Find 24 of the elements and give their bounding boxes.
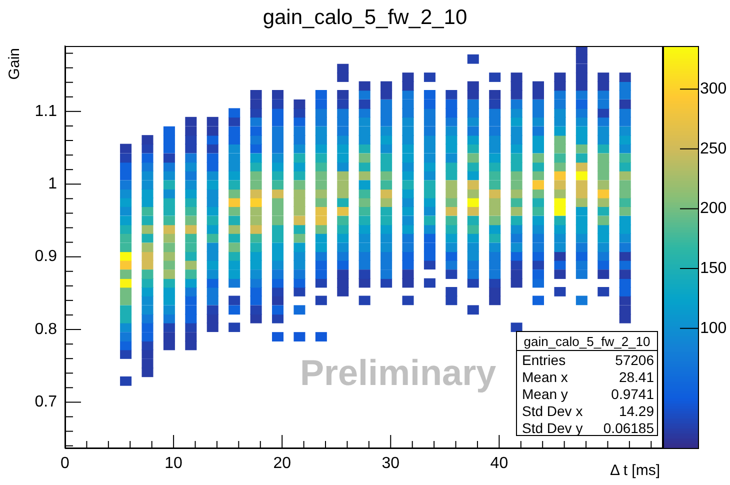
x-tick-label: 20 (273, 455, 292, 472)
chart-title: gain_calo_5_fw_2_10 (262, 6, 468, 30)
color-bar-label: 100 (700, 320, 727, 337)
y-tick-label: 0.8 (34, 320, 58, 338)
color-bar-label: 300 (700, 80, 727, 98)
text: Entries 57206 (522, 352, 654, 368)
color-bar-label: 150 (700, 260, 727, 277)
annotation: gain_calo_5_fw_2_10 (517, 332, 657, 351)
x-tick-label: 30 (382, 455, 400, 472)
color-bar-label: 250 (700, 140, 727, 158)
annotation: Preliminary (300, 352, 496, 394)
y-tick-label: 1 (48, 176, 58, 193)
color-bar-label: 200 (700, 200, 727, 218)
text: Mean y 0.9741 (522, 386, 654, 402)
x-tick-label: 40 (490, 455, 508, 472)
y-tick-label: 0.7 (34, 394, 58, 411)
y-tick-label: 0.9 (34, 248, 58, 266)
y-axis-title: Gain (6, 48, 23, 80)
text: Mean x 28.41 (522, 369, 654, 385)
x-tick-label: 10 (164, 455, 183, 472)
x-axis-title: Δ t [ms] (610, 462, 660, 479)
y-tick-label: 1.1 (34, 102, 58, 120)
text: Std Dev x 14.29 (522, 403, 654, 419)
x-tick-label: 0 (60, 455, 70, 472)
